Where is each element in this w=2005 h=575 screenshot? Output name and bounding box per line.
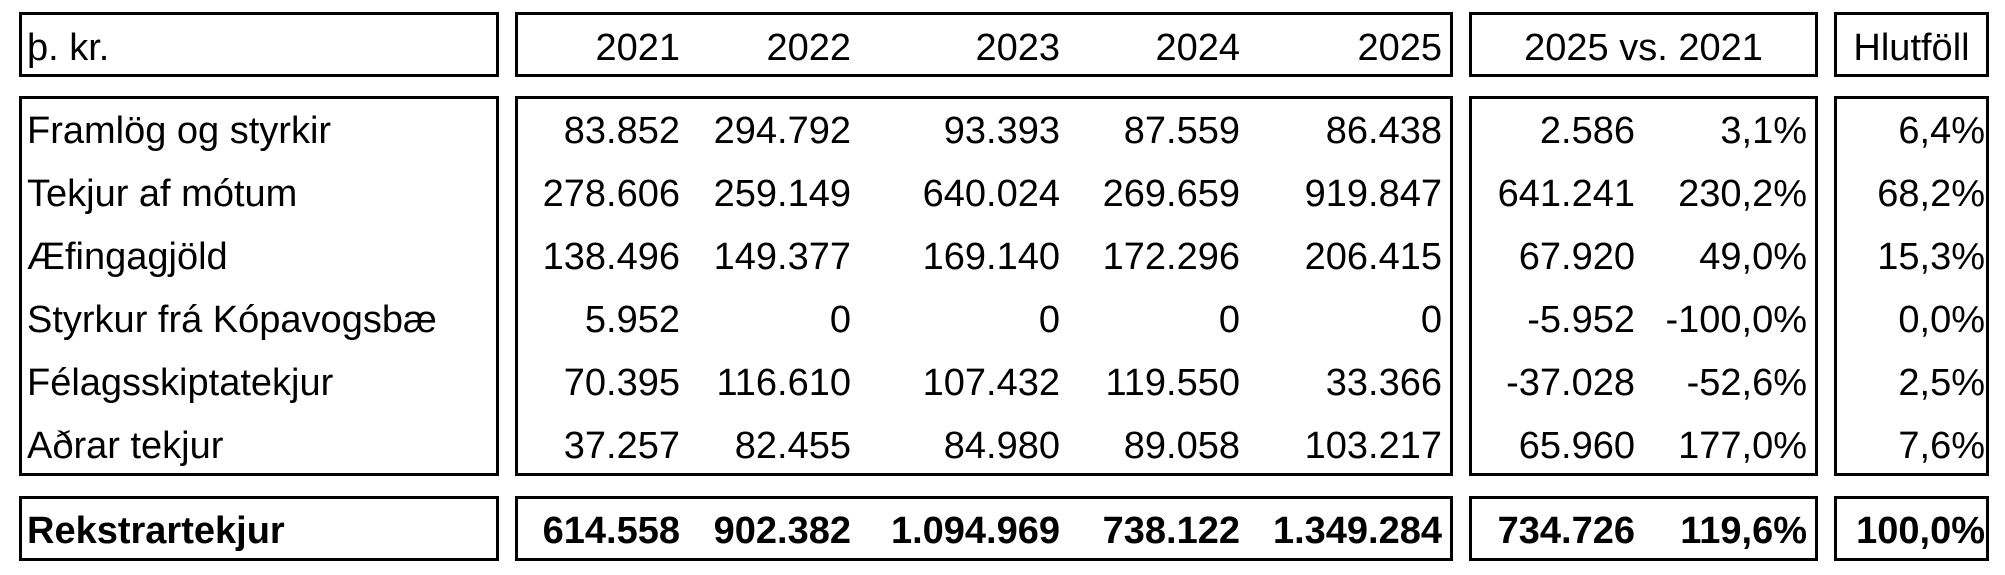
row-label: Styrkur frá Kópavogsbæ — [27, 299, 437, 341]
row-value-2023: 169.140 — [922, 236, 1060, 278]
total-label-box — [19, 496, 499, 561]
total-value-2022: 902.382 — [713, 510, 851, 552]
total-value-2021: 614.558 — [542, 510, 680, 552]
row-label: Félagsskiptatekjur — [27, 362, 334, 404]
comparison-header: 2025 vs. 2021 — [1524, 27, 1763, 69]
row-share: 15,3% — [1877, 236, 1985, 278]
row-diff: 65.960 — [1518, 425, 1635, 467]
row-value-2024: 89.058 — [1123, 425, 1240, 467]
row-value-2023: 0 — [1038, 299, 1060, 341]
row-share: 68,2% — [1877, 173, 1985, 215]
body-share-box — [1834, 96, 1989, 476]
row-value-2022: 294.792 — [713, 110, 851, 152]
row-share: 7,6% — [1898, 425, 1985, 467]
row-label: Aðrar tekjur — [27, 425, 224, 467]
row-value-2024: 0 — [1218, 299, 1240, 341]
header-comparison-box — [1469, 12, 1818, 77]
year-header-2022: 2022 — [766, 27, 851, 69]
total-pct: 119,6% — [1680, 510, 1807, 552]
row-value-2024: 119.550 — [1105, 362, 1240, 404]
row-value-2023: 640.024 — [922, 173, 1060, 215]
row-value-2023: 107.432 — [922, 362, 1060, 404]
row-pct: -100,0% — [1665, 299, 1807, 341]
row-label: Framlög og styrkir — [27, 110, 332, 152]
year-header-2024: 2024 — [1155, 27, 1240, 69]
row-pct: 177,0% — [1678, 425, 1807, 467]
row-share: 0,0% — [1898, 299, 1985, 341]
row-value-2025: 206.415 — [1304, 236, 1442, 278]
row-value-2024: 87.559 — [1123, 110, 1240, 152]
share-header: Hlutföll — [1853, 27, 1970, 69]
row-value-2025: 86.438 — [1325, 110, 1442, 152]
row-value-2023: 93.393 — [943, 110, 1060, 152]
row-share: 2,5% — [1898, 362, 1985, 404]
row-pct: 230,2% — [1678, 173, 1807, 215]
body-label-box — [19, 96, 499, 476]
row-value-2022: 149.377 — [713, 236, 851, 278]
row-share: 6,4% — [1898, 110, 1985, 152]
row-diff: 641.241 — [1497, 173, 1635, 215]
row-diff: 2.586 — [1539, 110, 1635, 152]
row-value-2022: 116.610 — [716, 362, 851, 404]
row-value-2021: 138.496 — [542, 236, 680, 278]
total-label: Rekstrartekjur — [27, 510, 285, 552]
total-share-box — [1834, 496, 1989, 561]
row-diff: -37.028 — [1506, 362, 1635, 404]
total-share: 100,0% — [1856, 510, 1985, 552]
body-years-box — [515, 96, 1453, 476]
row-value-2023: 84.980 — [943, 425, 1060, 467]
total-comparison-box — [1469, 496, 1818, 561]
row-label: Tekjur af mótum — [27, 173, 298, 215]
header-years-box — [515, 12, 1453, 77]
total-value-2024: 738.122 — [1102, 510, 1240, 552]
row-value-2024: 269.659 — [1102, 173, 1240, 215]
body-comparison-box — [1469, 96, 1818, 476]
row-value-2021: 278.606 — [542, 173, 680, 215]
header-share-box — [1834, 12, 1989, 77]
row-value-2021: 70.395 — [563, 362, 680, 404]
row-value-2025: 0 — [1420, 299, 1442, 341]
row-value-2022: 259.149 — [713, 173, 851, 215]
row-pct: 3,1% — [1720, 110, 1807, 152]
row-value-2022: 82.455 — [734, 425, 851, 467]
row-diff: -5.952 — [1527, 299, 1635, 341]
year-header-2025: 2025 — [1357, 27, 1442, 69]
row-pct: 49,0% — [1699, 236, 1807, 278]
total-diff: 734.726 — [1497, 510, 1635, 552]
year-header-2021: 2021 — [595, 27, 680, 69]
row-value-2021: 83.852 — [563, 110, 680, 152]
row-pct: -52,6% — [1686, 362, 1807, 404]
unit-label: þ. kr. — [27, 27, 110, 69]
row-value-2025: 103.217 — [1304, 425, 1442, 467]
row-diff: 67.920 — [1518, 236, 1635, 278]
row-value-2022: 0 — [829, 299, 851, 341]
header-label-box — [19, 12, 499, 77]
total-years-box — [515, 496, 1453, 561]
row-value-2021: 5.952 — [584, 299, 680, 341]
row-value-2025: 33.366 — [1325, 362, 1442, 404]
total-value-2023: 1.094.969 — [890, 510, 1060, 552]
row-value-2025: 919.847 — [1304, 173, 1442, 215]
year-header-2023: 2023 — [975, 27, 1060, 69]
row-label: Æfingagjöld — [27, 236, 228, 278]
row-value-2024: 172.296 — [1102, 236, 1240, 278]
row-value-2021: 37.257 — [563, 425, 680, 467]
total-value-2025: 1.349.284 — [1272, 510, 1442, 552]
